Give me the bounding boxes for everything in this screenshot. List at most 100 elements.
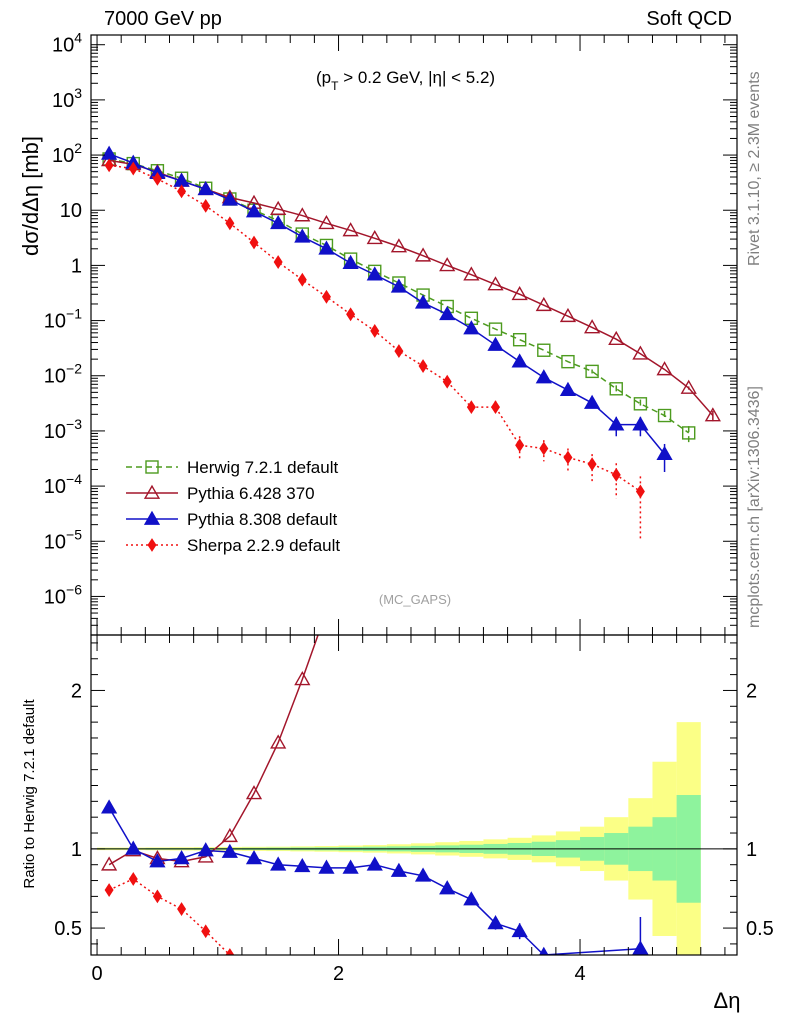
x-axis-title: Δη bbox=[714, 988, 741, 1013]
ratio-point bbox=[177, 902, 187, 916]
main-y-axis-title: dσ/dΔη [mb] bbox=[18, 136, 43, 256]
main-point bbox=[390, 238, 408, 253]
ratio-line-sherpa-2-2-9-default bbox=[108, 878, 231, 955]
analysis-watermark: (MC_GAPS) bbox=[379, 592, 451, 607]
main-y-tick-label: 102 bbox=[52, 140, 82, 167]
main-point bbox=[608, 330, 625, 346]
ratio-point bbox=[318, 859, 335, 874]
ratio-point bbox=[221, 827, 238, 843]
legend-label: Pythia 8.308 default bbox=[187, 510, 338, 529]
main-point bbox=[511, 353, 528, 368]
main-point bbox=[390, 278, 408, 293]
main-point bbox=[152, 171, 162, 186]
ratio-point bbox=[294, 671, 311, 686]
main-point bbox=[439, 305, 456, 321]
legend-marker bbox=[143, 510, 161, 525]
ratio-y-tick-label-right: 0.5 bbox=[746, 918, 774, 940]
main-y-tick-label: 10 bbox=[60, 200, 82, 222]
main-point bbox=[297, 272, 307, 287]
main-y-tick-label: 10−4 bbox=[44, 471, 82, 498]
main-series-layer bbox=[101, 145, 721, 542]
ratio-point bbox=[149, 853, 166, 868]
ratio-point bbox=[197, 842, 214, 857]
main-point bbox=[633, 397, 648, 411]
ratio-line-pythia-6-428-370 bbox=[108, 635, 319, 866]
main-point bbox=[418, 359, 428, 373]
main-point bbox=[656, 445, 673, 460]
ratio-y-tick-label-right: 1 bbox=[746, 839, 757, 861]
ratio-point bbox=[539, 946, 549, 955]
legend-marker bbox=[145, 460, 159, 474]
ratio-series-pythia-6-428-370 bbox=[101, 635, 319, 871]
ratio-point bbox=[632, 940, 649, 955]
main-point bbox=[466, 400, 476, 415]
main-point bbox=[366, 229, 383, 245]
main-point bbox=[635, 484, 645, 499]
main-point bbox=[632, 416, 649, 431]
main-point bbox=[657, 408, 672, 423]
ratio-axes: 0.5 0.5 1 1 2 2 0 2 4 bbox=[54, 35, 774, 985]
ratio-point bbox=[152, 889, 162, 904]
main-point bbox=[632, 345, 649, 360]
main-point bbox=[559, 307, 577, 323]
main-point bbox=[487, 336, 504, 351]
ratio-point bbox=[104, 883, 114, 897]
main-point bbox=[463, 266, 480, 281]
main-point bbox=[563, 450, 573, 465]
main-point bbox=[539, 441, 549, 456]
legend-entry-pythia-6-428-370: Pythia 6.428 370 bbox=[126, 484, 315, 503]
main-point bbox=[318, 214, 335, 230]
legend-label: Pythia 6.428 370 bbox=[187, 484, 315, 503]
ratio-point bbox=[342, 859, 359, 874]
legend-marker bbox=[147, 538, 157, 552]
main-point bbox=[177, 184, 187, 199]
main-point bbox=[609, 382, 623, 396]
ratio-series-sherpa-2-2-9-default bbox=[104, 872, 235, 955]
main-point bbox=[294, 207, 311, 222]
main-point bbox=[294, 228, 311, 243]
main-point bbox=[318, 240, 335, 255]
ratio-point bbox=[294, 857, 311, 873]
ratio-y-tick-label: 0.5 bbox=[54, 918, 82, 940]
header-process-label: Soft QCD bbox=[646, 8, 732, 30]
legend-entry-herwig-7-2-1-default: Herwig 7.2.1 default bbox=[126, 458, 338, 477]
main-line-pythia-6-428-370 bbox=[108, 159, 714, 417]
main-point bbox=[491, 400, 501, 415]
ratio-y-tick-label-right: 2 bbox=[746, 680, 757, 702]
ratio-y-axis-title: Ratio to Herwig 7.2.1 default bbox=[21, 699, 38, 889]
main-point bbox=[128, 161, 138, 176]
main-point bbox=[225, 216, 235, 231]
main-point bbox=[680, 379, 697, 394]
main-point bbox=[559, 381, 577, 396]
legend-entry-pythia-8-308-default: Pythia 8.308 default bbox=[126, 510, 338, 529]
ratio-series-layer bbox=[101, 635, 649, 955]
ratio-plot-frame bbox=[90, 634, 738, 956]
main-point bbox=[346, 307, 356, 322]
ratio-point bbox=[439, 880, 456, 895]
main-point bbox=[488, 322, 503, 336]
ratio-point bbox=[225, 948, 235, 955]
main-point bbox=[221, 191, 238, 206]
x-tick-label: 4 bbox=[574, 963, 585, 985]
main-y-tick-label: 104 bbox=[52, 30, 82, 57]
legend-marker bbox=[143, 484, 161, 499]
main-series-sherpa-2-2-9-default bbox=[104, 158, 645, 542]
main-point bbox=[535, 296, 552, 312]
ratio-point bbox=[511, 922, 528, 938]
legend-label: Herwig 7.2.1 default bbox=[187, 458, 338, 477]
ratio-point bbox=[463, 891, 480, 906]
main-point bbox=[585, 364, 599, 379]
main-point bbox=[682, 426, 696, 440]
main-point bbox=[611, 467, 621, 482]
main-point bbox=[414, 247, 432, 262]
main-point bbox=[583, 394, 601, 409]
main-point bbox=[321, 289, 331, 304]
main-point bbox=[249, 235, 259, 250]
main-point bbox=[342, 254, 359, 269]
ratio-point bbox=[201, 924, 211, 939]
x-tick-label: 0 bbox=[91, 963, 102, 985]
ratio-point bbox=[487, 915, 504, 930]
main-series-pythia-8-308-default bbox=[101, 145, 673, 473]
